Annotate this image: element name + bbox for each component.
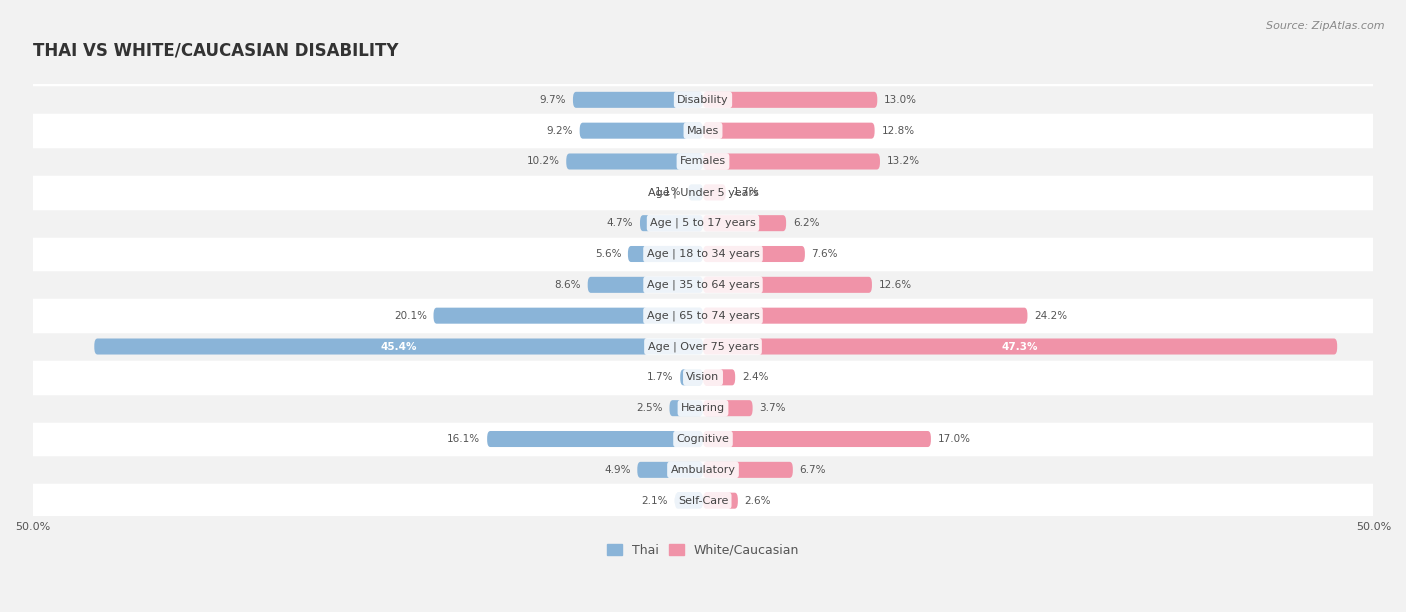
Text: 10.2%: 10.2% [526,157,560,166]
Text: 4.9%: 4.9% [605,465,631,475]
FancyBboxPatch shape [703,92,877,108]
FancyBboxPatch shape [579,122,703,139]
Text: 4.7%: 4.7% [607,218,633,228]
Text: 17.0%: 17.0% [938,434,970,444]
FancyBboxPatch shape [94,338,703,354]
Text: Age | Over 75 years: Age | Over 75 years [648,341,758,352]
FancyBboxPatch shape [628,246,703,262]
Bar [32,177,1374,207]
FancyBboxPatch shape [637,462,703,478]
Text: 6.2%: 6.2% [793,218,820,228]
Text: 7.6%: 7.6% [811,249,838,259]
Bar [32,269,1374,300]
Text: 45.4%: 45.4% [381,341,418,351]
Text: 13.0%: 13.0% [884,95,917,105]
FancyBboxPatch shape [703,462,793,478]
Bar [32,84,1374,115]
Text: Hearing: Hearing [681,403,725,413]
Text: 16.1%: 16.1% [447,434,481,444]
FancyBboxPatch shape [574,92,703,108]
Text: 12.8%: 12.8% [882,125,914,136]
Text: 5.6%: 5.6% [595,249,621,259]
Bar [32,331,1374,362]
Bar [32,300,1374,331]
Text: 1.7%: 1.7% [733,187,759,197]
Text: 12.6%: 12.6% [879,280,911,290]
FancyBboxPatch shape [703,338,1337,354]
Text: 13.2%: 13.2% [887,157,920,166]
Text: 2.4%: 2.4% [742,372,769,382]
Text: Age | 65 to 74 years: Age | 65 to 74 years [647,310,759,321]
Text: Disability: Disability [678,95,728,105]
Bar [32,239,1374,269]
Text: Ambulatory: Ambulatory [671,465,735,475]
FancyBboxPatch shape [703,369,735,386]
Bar [32,146,1374,177]
Text: Vision: Vision [686,372,720,382]
FancyBboxPatch shape [703,184,725,200]
Text: Age | 35 to 64 years: Age | 35 to 64 years [647,280,759,290]
Bar [32,393,1374,424]
Bar [32,485,1374,516]
FancyBboxPatch shape [703,431,931,447]
FancyBboxPatch shape [703,215,786,231]
Text: Self-Care: Self-Care [678,496,728,506]
Text: 1.1%: 1.1% [655,187,682,197]
FancyBboxPatch shape [703,308,1028,324]
Bar [32,207,1374,239]
Bar [32,115,1374,146]
Text: Age | 18 to 34 years: Age | 18 to 34 years [647,248,759,259]
Text: 3.7%: 3.7% [759,403,786,413]
Text: Age | 5 to 17 years: Age | 5 to 17 years [650,218,756,228]
FancyBboxPatch shape [703,122,875,139]
FancyBboxPatch shape [675,493,703,509]
Text: THAI VS WHITE/CAUCASIAN DISABILITY: THAI VS WHITE/CAUCASIAN DISABILITY [32,42,398,60]
FancyBboxPatch shape [588,277,703,293]
Text: Source: ZipAtlas.com: Source: ZipAtlas.com [1267,21,1385,31]
Text: Females: Females [681,157,725,166]
Text: Age | Under 5 years: Age | Under 5 years [648,187,758,198]
FancyBboxPatch shape [567,154,703,170]
Text: 2.6%: 2.6% [745,496,770,506]
FancyBboxPatch shape [689,184,703,200]
Text: 9.7%: 9.7% [540,95,567,105]
FancyBboxPatch shape [486,431,703,447]
Text: 8.6%: 8.6% [554,280,581,290]
Text: 47.3%: 47.3% [1002,341,1039,351]
Text: Cognitive: Cognitive [676,434,730,444]
Text: 1.7%: 1.7% [647,372,673,382]
FancyBboxPatch shape [669,400,703,416]
FancyBboxPatch shape [640,215,703,231]
Text: 24.2%: 24.2% [1035,311,1067,321]
FancyBboxPatch shape [681,369,703,386]
Text: 9.2%: 9.2% [547,125,574,136]
FancyBboxPatch shape [703,277,872,293]
Bar [32,424,1374,455]
Text: 2.5%: 2.5% [637,403,662,413]
Text: Males: Males [688,125,718,136]
FancyBboxPatch shape [703,154,880,170]
Text: 6.7%: 6.7% [800,465,827,475]
Bar [32,362,1374,393]
Text: 20.1%: 20.1% [394,311,427,321]
Legend: Thai, White/Caucasian: Thai, White/Caucasian [602,539,804,562]
FancyBboxPatch shape [433,308,703,324]
FancyBboxPatch shape [703,400,752,416]
Bar [32,455,1374,485]
Text: 2.1%: 2.1% [641,496,668,506]
FancyBboxPatch shape [703,493,738,509]
FancyBboxPatch shape [703,246,804,262]
